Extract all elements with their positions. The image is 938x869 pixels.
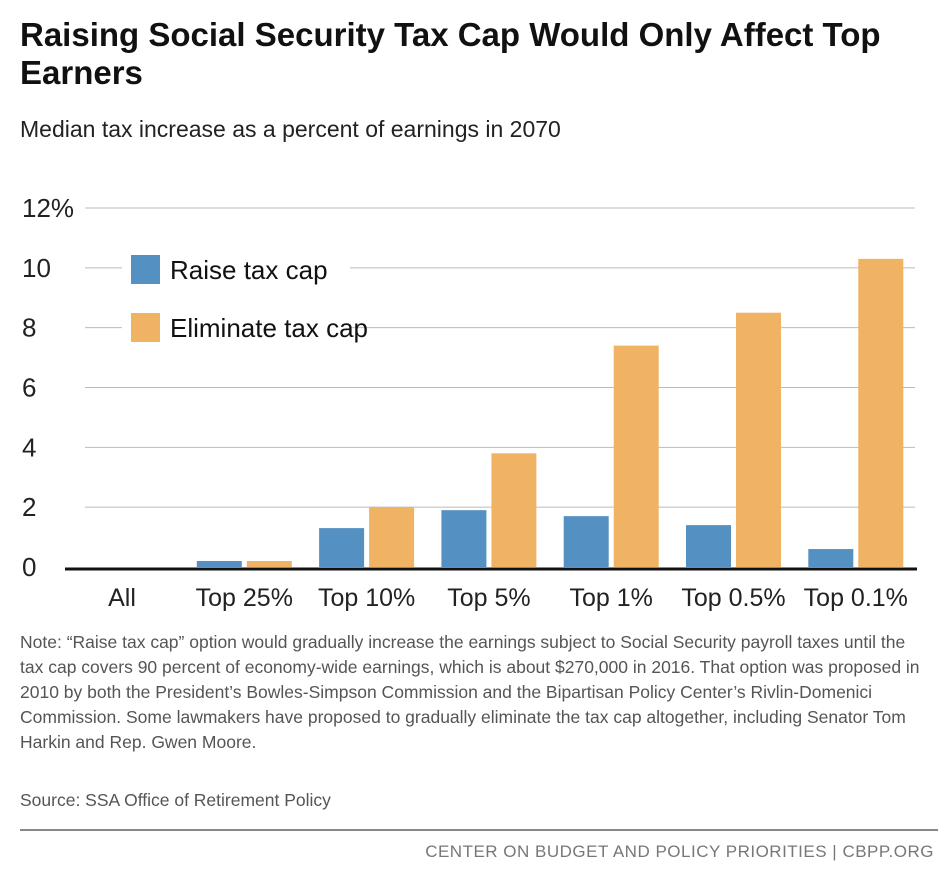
bar-raise-5 bbox=[686, 525, 731, 567]
y-tick-label: 12% bbox=[22, 193, 74, 223]
y-tick-label: 6 bbox=[22, 373, 36, 403]
y-tick-label: 10 bbox=[22, 253, 51, 283]
bar-raise-1 bbox=[196, 561, 242, 567]
legend-label: Eliminate tax cap bbox=[170, 313, 368, 343]
y-tick-label: 8 bbox=[22, 313, 36, 343]
bar-raise-3 bbox=[441, 510, 487, 567]
chart-title: Raising Social Security Tax Cap Would On… bbox=[20, 16, 881, 91]
bar-eliminate-6 bbox=[858, 258, 904, 567]
x-tick-label: All bbox=[108, 584, 136, 612]
footer-credit: CENTER ON BUDGET AND POLICY PRIORITIES |… bbox=[425, 842, 934, 861]
bar-raise-4 bbox=[563, 516, 609, 567]
divider bbox=[20, 829, 938, 831]
bar-eliminate-3 bbox=[491, 453, 537, 567]
x-tick-label: Top 25% bbox=[196, 584, 293, 612]
x-tick-label: Top 0.1% bbox=[804, 584, 908, 612]
x-tick-label: Top 5% bbox=[447, 584, 530, 612]
y-tick-label: 2 bbox=[22, 492, 36, 522]
bar-raise-6 bbox=[808, 549, 854, 567]
bar-eliminate-2 bbox=[369, 507, 415, 567]
chart-subtitle: Median tax increase as a percent of earn… bbox=[20, 116, 561, 142]
note-text: Note: “Raise tax cap” option would gradu… bbox=[20, 632, 920, 752]
bar-eliminate-1 bbox=[246, 561, 292, 567]
bar-raise-2 bbox=[319, 528, 365, 567]
y-tick-label: 4 bbox=[22, 432, 36, 462]
x-tick-label: Top 10% bbox=[318, 584, 415, 612]
legend-swatch bbox=[131, 255, 160, 284]
bar-eliminate-4 bbox=[613, 345, 659, 567]
x-tick-label: Top 1% bbox=[570, 584, 653, 612]
legend-swatch bbox=[131, 313, 160, 342]
y-tick-label: 0 bbox=[22, 552, 36, 582]
bar-eliminate-5 bbox=[736, 312, 781, 567]
legend-label: Raise tax cap bbox=[170, 255, 328, 285]
x-tick-label: Top 0.5% bbox=[681, 584, 785, 612]
source-text: Source: SSA Office of Retirement Policy bbox=[20, 790, 331, 810]
bar-chart: 0 2 4 6 8 10 12% All Top 25% Top 10% Top 5% Top 1% T… bbox=[22, 193, 917, 612]
